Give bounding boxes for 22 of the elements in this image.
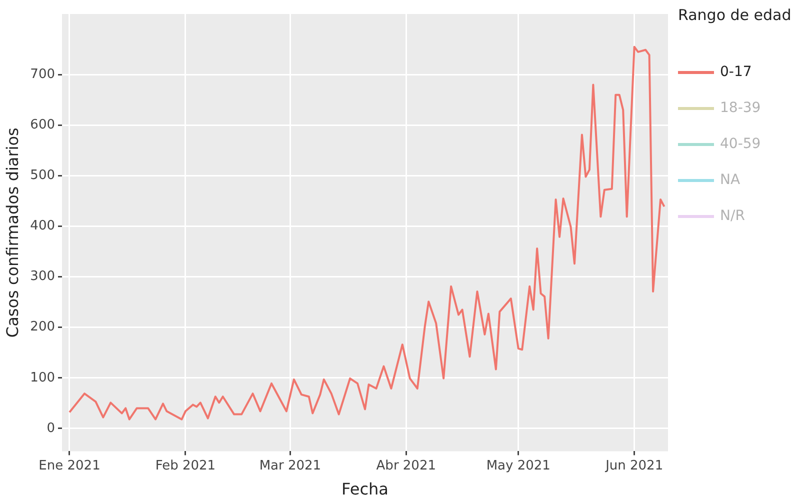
legend-label: NA xyxy=(720,172,740,188)
legend-label: N/R xyxy=(720,208,745,224)
x-tick-label: Ene 2021 xyxy=(38,458,100,474)
y-tick-label: 0 xyxy=(46,420,56,436)
legend-label: 18-39 xyxy=(720,100,761,116)
y-tick-label: 100 xyxy=(30,370,56,386)
y-axis-title: Casos confirmados diarios xyxy=(2,128,22,338)
y-tick-label: 200 xyxy=(30,320,56,335)
legend-label: 0-17 xyxy=(720,64,752,80)
y-tick-label: 700 xyxy=(30,67,56,82)
x-tick-label: Abr 2021 xyxy=(376,458,436,474)
x-tick-label: Mar 2021 xyxy=(259,458,322,474)
y-tick-label: 300 xyxy=(30,269,56,284)
x-axis-title: Fecha xyxy=(342,480,388,499)
x-tick-label: Jun 2021 xyxy=(604,458,664,474)
y-tick-label: 500 xyxy=(30,168,56,184)
y-tick-label: 600 xyxy=(30,118,56,133)
legend-title: Rango de edad xyxy=(678,6,792,24)
x-tick-label: May 2021 xyxy=(486,458,550,474)
y-tick-label: 400 xyxy=(30,218,56,234)
x-tick-label: Feb 2021 xyxy=(155,458,216,474)
legend-label: 40-59 xyxy=(720,136,761,152)
